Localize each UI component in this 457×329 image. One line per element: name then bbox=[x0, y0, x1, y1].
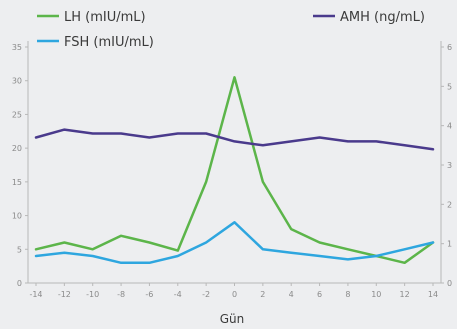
right-tick-label: 3 bbox=[447, 161, 452, 170]
x-tick-label: -14 bbox=[29, 290, 42, 299]
right-tick-label: 4 bbox=[447, 122, 452, 131]
legend: LH (mIU/mL) FSH (mIU/mL) AMH (ng/mL) bbox=[37, 10, 425, 50]
x-tick-label: -12 bbox=[58, 290, 71, 299]
x-tick-label: 8 bbox=[345, 290, 350, 299]
x-tick-label: 4 bbox=[289, 290, 294, 299]
x-tick-label: -6 bbox=[145, 290, 153, 299]
right-tick-label: 5 bbox=[447, 82, 452, 91]
x-tick-label: 12 bbox=[400, 290, 410, 299]
x-tick-label: -4 bbox=[174, 290, 182, 299]
series-lines bbox=[34, 76, 435, 265]
right-tick-label: 6 bbox=[447, 43, 452, 52]
left-tick-label: 5 bbox=[17, 245, 22, 254]
x-axis-ticks: -14 -12 -10 -8 -6 -4 -2 0 2 4 6 8 10 12 14 bbox=[29, 283, 438, 299]
left-tick-label: 25 bbox=[12, 110, 22, 119]
left-axis-ticks: 0 5 10 15 20 25 30 35 bbox=[12, 43, 28, 288]
legend-label-fsh: FSH (mIU/mL) bbox=[64, 35, 154, 50]
x-tick-label: 10 bbox=[371, 290, 381, 299]
left-tick-label: 10 bbox=[12, 212, 22, 221]
legend-label-lh: LH (mIU/mL) bbox=[64, 10, 146, 25]
x-tick-label: -10 bbox=[86, 290, 99, 299]
x-tick-label: -8 bbox=[117, 290, 125, 299]
right-tick-label: 1 bbox=[447, 240, 452, 249]
series-line-fsh bbox=[34, 221, 435, 265]
right-tick-label: 2 bbox=[447, 200, 452, 209]
x-tick-label: 6 bbox=[317, 290, 322, 299]
legend-label-amh: AMH (ng/mL) bbox=[340, 10, 425, 25]
left-tick-label: 30 bbox=[12, 77, 22, 86]
x-tick-label: 0 bbox=[232, 290, 237, 299]
left-tick-label: 35 bbox=[12, 43, 22, 52]
right-tick-label: 0 bbox=[447, 279, 452, 288]
left-tick-label: 15 bbox=[12, 178, 22, 187]
x-tick-label: 2 bbox=[260, 290, 265, 299]
series-line-lh bbox=[34, 76, 435, 265]
left-tick-label: 20 bbox=[12, 144, 22, 153]
x-tick-label: -2 bbox=[202, 290, 210, 299]
left-tick-label: 0 bbox=[17, 279, 22, 288]
x-tick-label: 14 bbox=[428, 290, 438, 299]
x-axis-label: Gün bbox=[220, 312, 245, 326]
right-axis-ticks: 0 1 2 3 4 5 6 bbox=[441, 43, 452, 288]
series-line-amh bbox=[34, 128, 435, 151]
